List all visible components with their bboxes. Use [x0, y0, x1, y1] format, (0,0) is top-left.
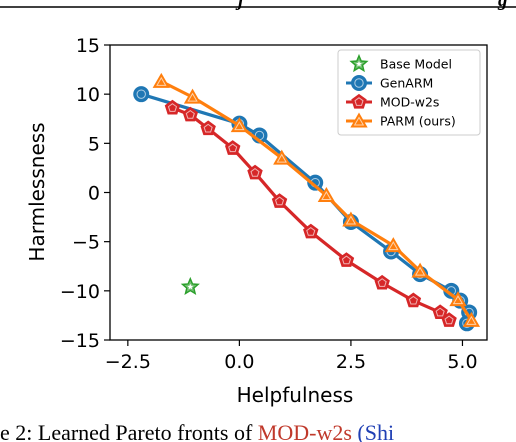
series-line-mod-w2s	[171, 106, 451, 322]
data-point-mod-w2s	[164, 99, 181, 115]
legend-label: Base Model	[380, 57, 452, 72]
y-tick-label: 0	[88, 183, 100, 205]
data-point-mod-w2s	[247, 164, 263, 180]
data-point-parm-ours	[384, 237, 402, 253]
series-line-parm-ours	[160, 79, 473, 322]
data-point-parm-ours	[317, 186, 336, 202]
figure-caption: e 2: Learned Pareto fronts of MOD-w2s (S…	[0, 420, 394, 442]
data-point-mod-w2s	[441, 312, 457, 327]
x-axis: −2.5 0.0 2.5 5.0	[105, 340, 478, 373]
x-tick-label: −2.5	[105, 351, 151, 373]
legend-box	[337, 49, 481, 136]
data-point-mod-w2s	[374, 274, 390, 290]
y-tick-label: 10	[76, 84, 100, 106]
data-point-parm-ours	[449, 291, 467, 307]
header-fragment-right: g	[497, 0, 508, 11]
caption-link-mod-w2s[interactable]: MOD-w2s	[258, 420, 352, 442]
data-point-genarm	[133, 86, 150, 103]
caption-link-shi[interactable]: (Shi	[357, 420, 394, 442]
y-tick-label: −5	[72, 232, 100, 254]
legend-label: GenARM	[380, 76, 433, 91]
data-point-mod-w2s	[432, 304, 448, 320]
legend-item: Base Model	[349, 53, 452, 73]
y-tick-label: 15	[76, 35, 100, 57]
legend-label: PARM (ours)	[380, 114, 456, 129]
legend-marker	[350, 112, 368, 128]
legend-marker	[351, 93, 367, 109]
legend-marker	[349, 53, 369, 73]
data-point-base-model	[180, 276, 200, 296]
x-tick-label: 0.0	[224, 351, 254, 373]
data-point-parm-ours	[152, 72, 170, 88]
series-parm-ours	[152, 72, 481, 327]
y-axis-label: Harmlessness	[25, 122, 49, 261]
series-layer	[133, 72, 481, 332]
series-mod-w2s	[164, 99, 457, 327]
header-fragment: j	[235, 0, 244, 11]
data-point-parm-ours	[411, 262, 429, 278]
legend-item: PARM (ours)	[346, 112, 456, 129]
x-tick-label: 5.0	[447, 351, 477, 373]
data-point-parm-ours	[342, 211, 360, 227]
x-axis-label: Helpfulness	[237, 383, 354, 407]
data-point-parm-ours	[462, 311, 481, 327]
data-point-mod-w2s	[405, 292, 422, 308]
y-tick-label: 5	[88, 133, 100, 155]
data-point-mod-w2s	[338, 252, 355, 267]
y-tick-label: −15	[60, 330, 100, 352]
y-tick-label: −10	[60, 281, 100, 303]
legend: Base Model GenARM MOD-w2s PARM (ours)	[337, 49, 481, 136]
legend-item: GenARM	[346, 75, 433, 91]
data-point-parm-ours	[230, 117, 249, 133]
legend-item: MOD-w2s	[346, 93, 439, 110]
data-point-parm-ours	[273, 149, 291, 165]
legend-label: MOD-w2s	[380, 95, 439, 110]
series-base-model	[180, 276, 200, 296]
data-point-mod-w2s	[200, 120, 216, 136]
x-tick-label: 2.5	[336, 351, 366, 373]
y-axis: −15 −10 −5 0 5 10 15	[60, 35, 110, 352]
data-point-mod-w2s	[182, 106, 199, 122]
data-point-mod-w2s	[224, 140, 241, 155]
caption-prefix: e 2: Learned Pareto fronts of	[0, 420, 258, 442]
data-point-mod-w2s	[271, 193, 288, 208]
data-point-parm-ours	[183, 88, 202, 104]
legend-marker	[351, 75, 367, 91]
data-point-mod-w2s	[303, 223, 319, 239]
